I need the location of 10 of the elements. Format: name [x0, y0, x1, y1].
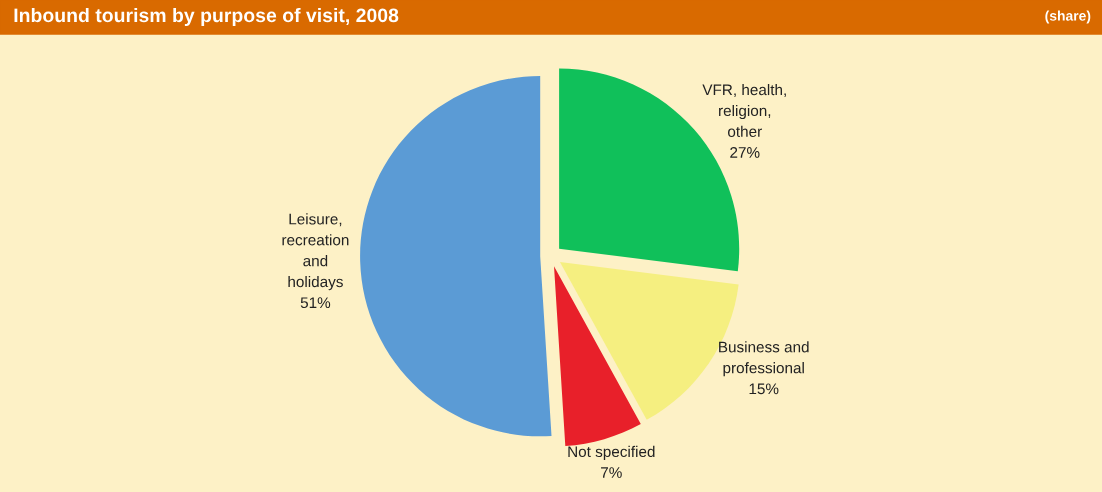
- chart-title: Inbound tourism by purpose of visit, 2008: [14, 7, 399, 27]
- slice-label: Leisure, recreation and holidays: [282, 213, 349, 291]
- data-label: 7%: [601, 467, 622, 478]
- slice-label: Not specified: [568, 445, 655, 461]
- data-label: 15%: [749, 383, 779, 395]
- data-label: 51%: [300, 297, 331, 309]
- text: (share): [1045, 10, 1091, 24]
- slice-label: VFR, health, religion, other: [702, 83, 786, 137]
- data-label: 27%: [730, 147, 760, 158]
- slice-label: Business and professional: [719, 341, 809, 377]
